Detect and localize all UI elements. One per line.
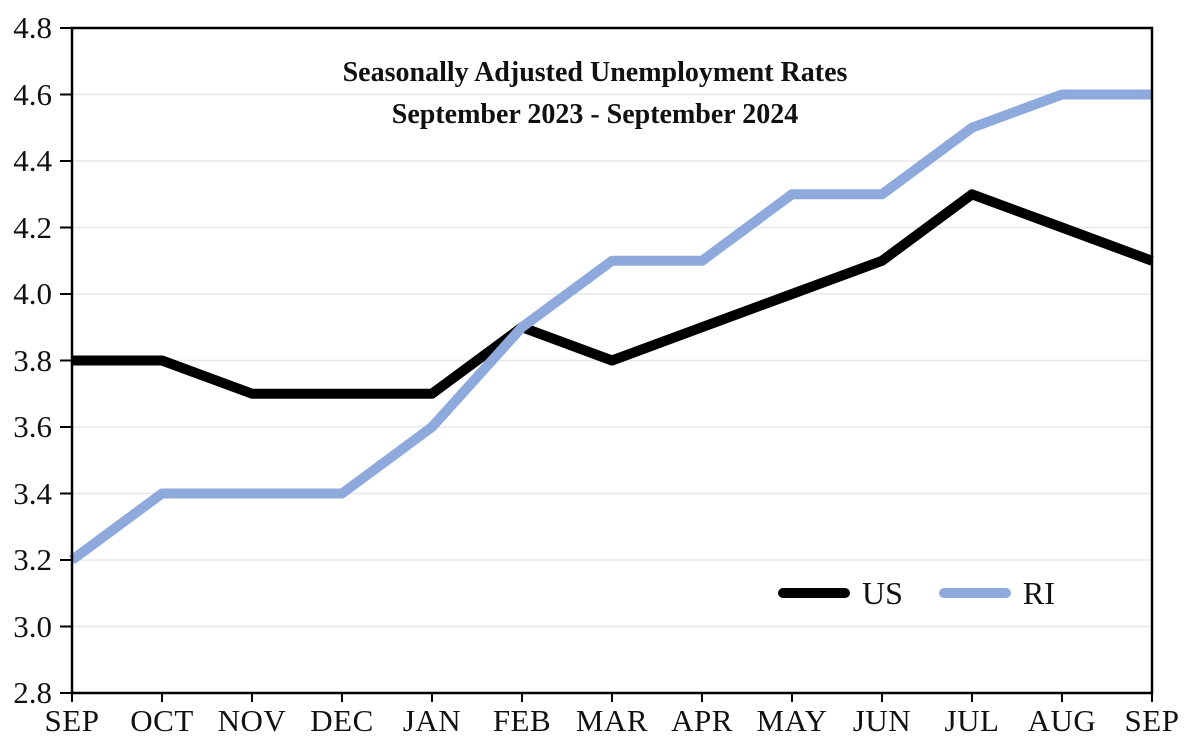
y-axis-label: 2.8 bbox=[13, 675, 52, 710]
y-axis-label: 3.6 bbox=[13, 409, 52, 444]
y-axis-label: 4.4 bbox=[13, 143, 52, 178]
y-axis-label: 3.2 bbox=[13, 542, 52, 577]
x-axis-label: DEC bbox=[310, 703, 374, 738]
x-axis-label: APR bbox=[671, 703, 733, 738]
x-axis-label: AUG bbox=[1027, 703, 1097, 738]
x-axis-label: OCT bbox=[130, 703, 194, 738]
x-axis-label: SEP bbox=[1124, 703, 1180, 738]
y-axis-label: 3.8 bbox=[13, 342, 52, 378]
legend-label-us: US bbox=[862, 575, 903, 611]
y-axis-label: 4.2 bbox=[13, 209, 52, 245]
us-line bbox=[72, 189, 1154, 399]
legend-label-ri: RI bbox=[1022, 575, 1055, 611]
x-axis-label: MAR bbox=[575, 703, 649, 738]
y-axis-label: 3.0 bbox=[13, 608, 52, 644]
chart-legend: US RI bbox=[778, 574, 1055, 612]
x-axis-label: MAY bbox=[756, 703, 828, 738]
x-axis-label: NOV bbox=[217, 703, 287, 738]
x-axis-label: JAN bbox=[402, 703, 462, 738]
x-axis-label: FEB bbox=[492, 703, 552, 738]
x-axis-label: SEP bbox=[44, 703, 100, 738]
x-axis-label: JUN bbox=[852, 703, 912, 738]
y-axis-label: 4.0 bbox=[13, 276, 52, 311]
legend-swatch-ri bbox=[938, 588, 1011, 598]
x-axis-label: JUL bbox=[944, 703, 1000, 738]
ri-line bbox=[69, 89, 1152, 565]
y-axis-label: 3.4 bbox=[13, 475, 52, 511]
y-axis-label: 4.6 bbox=[13, 76, 52, 112]
legend-swatch-us bbox=[778, 588, 850, 598]
y-axis-label: 4.8 bbox=[13, 10, 52, 45]
